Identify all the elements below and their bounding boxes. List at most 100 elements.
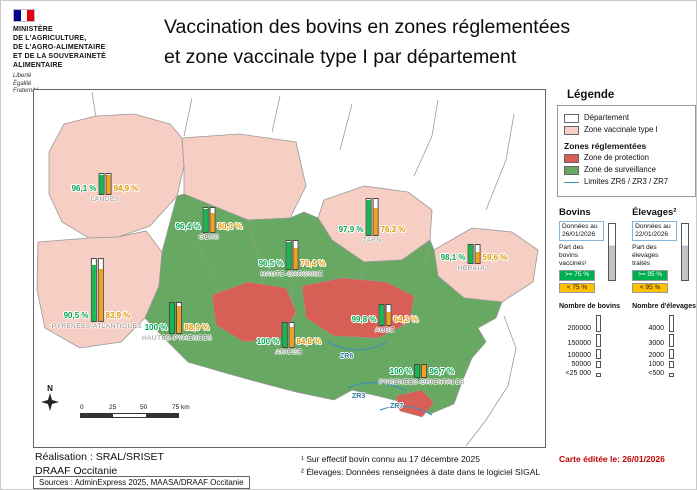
sources-box: Sources : AdminExpress 2025, MAASA/DRAAF…	[33, 476, 250, 489]
bovins-part-label: Part des bovins vaccinés¹	[559, 243, 587, 267]
bovins-bar	[169, 302, 176, 334]
compass-rose: N	[40, 384, 60, 416]
bovins-bar-fill	[203, 208, 208, 232]
scale-bar-glyph	[669, 348, 675, 359]
ministry-line: DE L'AGRICULTURE,	[13, 35, 87, 43]
dept-bars	[169, 302, 183, 334]
ministry-motto: Liberté Égalité Fraternité	[13, 73, 137, 96]
scale-bar-glyph	[596, 372, 601, 377]
bovins-badge-ok: >= 75 %	[559, 270, 595, 281]
elevages-bar	[474, 244, 481, 264]
dept-name-label: HAUTES-PYRENEES	[142, 335, 212, 342]
legend-item-departement: Département	[564, 113, 689, 123]
dept-bars	[90, 258, 104, 322]
dept-elevages-pct-label: 64,3 %	[393, 315, 419, 324]
scale-bar: 0 25 50 75 km	[80, 404, 220, 418]
bovins-bar	[285, 240, 292, 270]
dept-bars	[365, 198, 379, 236]
zone-surveillance-swatch	[564, 166, 579, 175]
dept-name-label: PYRENEES-ATLANTIQUES	[51, 323, 143, 330]
bovins-bar	[281, 322, 288, 348]
dept-marker-landes: 96,1 % 94,9 % LANDES	[71, 173, 138, 203]
scale-bar-glyph	[596, 348, 601, 359]
bovins-bar-fill	[91, 264, 96, 321]
bovins-bar	[378, 304, 385, 326]
scale-bar-glyph	[596, 333, 601, 347]
edition-date: Carte éditée le: 26/01/2026	[559, 454, 665, 464]
dept-marker-pyrenees-orientales: 100 % 96,7 % PYRENEES-ORIENTALES	[379, 364, 465, 386]
dept-bovins-pct-label: 96,5 %	[258, 259, 284, 268]
bovins-bar-fill	[99, 174, 104, 194]
scale-value: 4000	[648, 324, 665, 332]
dept-marker-haute-garonne: 96,5 % 76,4 % HAUTE-GARONNE	[258, 240, 326, 278]
dept-bovins-pct-label: 100 %	[389, 367, 413, 376]
legend-item-zone-surveillance: Zone de surveillance	[564, 165, 689, 175]
dept-elevages-pct-label: 80,3 %	[217, 222, 243, 231]
bovins-bar-fill	[468, 245, 473, 263]
dept-bovins-pct-label: 99,8 %	[351, 315, 377, 324]
compass-star-icon	[41, 393, 59, 411]
legend-item-zone-protection: Zone de protection	[564, 153, 689, 163]
dept-name-label: AUDE	[375, 327, 395, 334]
dept-elevages-pct-label: 88,9 %	[184, 323, 210, 332]
bovins-header: Bovins	[559, 206, 591, 218]
motto-line: Égalité	[13, 80, 32, 87]
bovins-scale: 200000 150000 100000 50000 <25 000	[559, 314, 620, 377]
elevages-sample-bar	[681, 222, 690, 281]
scale-bar-glyph	[669, 360, 675, 368]
dept-bovins-pct-label: 100 %	[144, 323, 168, 332]
elevages-column: Élevages² Données au 22/01/2026 Part des…	[632, 207, 696, 379]
page-title: Vaccination des bovins en zones réglemen…	[164, 12, 594, 72]
dept-bars	[98, 173, 112, 195]
elevages-bar-fill	[289, 326, 294, 347]
bovins-column: Bovins Données au 26/01/2026 Part des bo…	[559, 207, 620, 379]
dept-bars	[202, 207, 216, 233]
scale-bar-glyph	[596, 360, 601, 368]
motto-line: Fraternité	[13, 88, 39, 95]
dept-elevages-pct-label: 76,4 %	[300, 259, 326, 268]
scale-bar-glyph	[669, 372, 675, 377]
elevages-bar-fill	[475, 252, 480, 263]
zr7-label: ZR7	[390, 403, 404, 410]
ministry-line: ET DE LA SOUVERAINETÉ	[13, 53, 107, 61]
realisation-credit: Réalisation : SRAL/SRISET DRAAF Occitani…	[35, 451, 164, 478]
dept-bovins-pct-label: 98,1 %	[440, 253, 466, 262]
page-title-line1: Vaccination des bovins en zones réglemen…	[164, 16, 571, 38]
legend-item-label: Département	[584, 113, 630, 123]
bovins-bar-fill	[415, 365, 420, 377]
scale-value: <500	[648, 369, 665, 377]
elevages-bar	[372, 198, 379, 236]
departement-swatch	[564, 114, 579, 123]
zr3-label: ZR3	[352, 393, 366, 400]
dept-name-label: GERS	[198, 234, 220, 241]
dept-marker-aude: 99,8 % 64,3 % AUDE	[351, 304, 419, 334]
dept-bovins-pct-label: 90,5 %	[63, 311, 89, 320]
legend-item-zone-vaccinale: Zone vaccinale type I	[564, 125, 689, 135]
bovins-sample-bar	[608, 222, 616, 281]
legend-title: Légende	[567, 89, 615, 101]
elevages-badge-ok: >= 95 %	[632, 270, 669, 281]
scale-tick: 75 km	[172, 404, 190, 411]
footnote-1: ¹ Sur effectif bovin connu au 17 décembr…	[301, 454, 480, 464]
dept-name-label: HERAULT	[457, 265, 491, 272]
map-canvas: 96,1 % 94,9 % LANDES 96,4 % 80,3 % GERS …	[33, 89, 546, 448]
zr6-label: ZR6	[340, 353, 354, 360]
elevages-badge-low: < 95 %	[632, 282, 669, 294]
ministry-name: MINISTÈRE DE L'AGRICULTURE, DE L'AGRO-AL…	[13, 25, 137, 70]
dept-name-label: ARIEGE	[275, 349, 303, 356]
dept-marker-gers: 96,4 % 80,3 % GERS	[176, 207, 243, 241]
bovins-badge-low: < 75 %	[559, 282, 595, 294]
elevages-header: Élevages²	[632, 206, 677, 218]
dept-bovins-pct-label: 96,1 %	[71, 184, 97, 193]
legend-panel: Légende Département Zone vaccinale type …	[557, 89, 696, 379]
scale-value: 2000	[648, 351, 665, 359]
elevages-bar	[176, 302, 183, 334]
elevages-bar-fill	[386, 312, 391, 325]
elevages-data-date: Données au 22/01/2026	[632, 220, 678, 241]
motto-line: Liberté	[13, 73, 32, 80]
scale-value: 150000	[567, 339, 591, 347]
scale-value: 200000	[567, 324, 591, 332]
bovins-bar	[202, 207, 209, 233]
elevages-bar	[105, 173, 112, 195]
elevages-bar	[385, 304, 392, 326]
